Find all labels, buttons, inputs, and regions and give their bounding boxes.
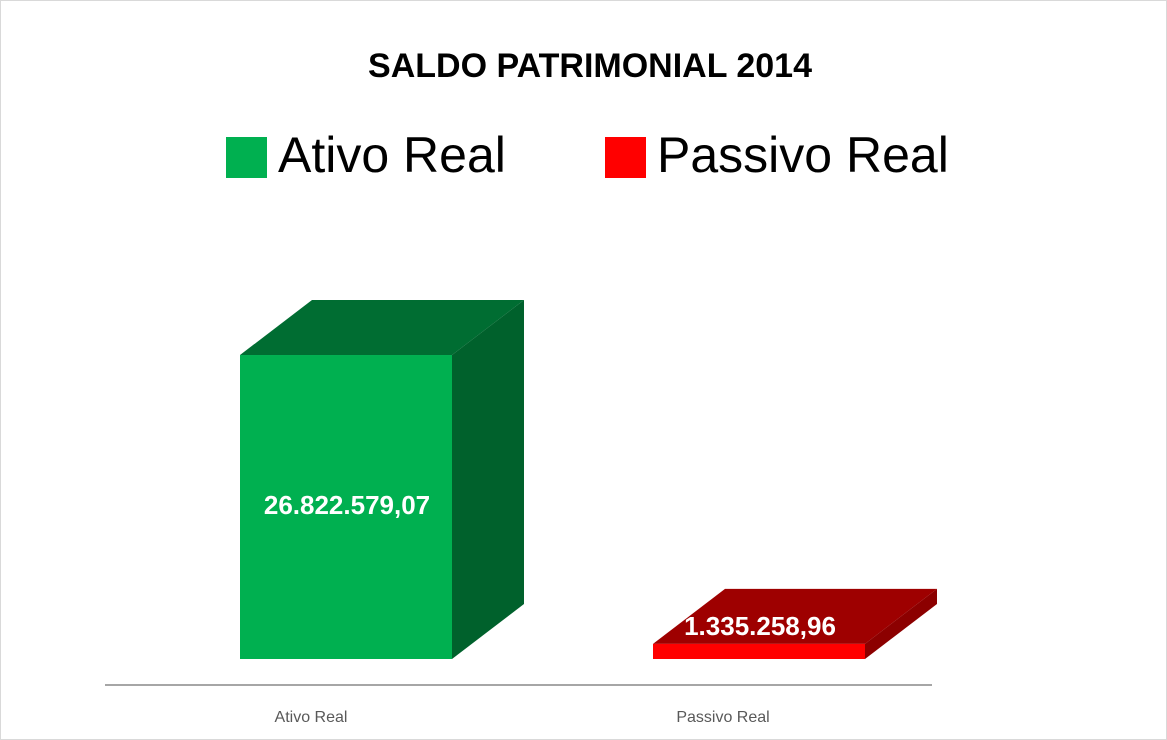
bar-top: [240, 300, 524, 356]
legend-swatch: [605, 137, 646, 178]
x-tick-label: Passivo Real: [676, 709, 769, 726]
bar: [653, 643, 865, 659]
legend-swatch: [226, 137, 267, 178]
bar-top: [653, 588, 937, 644]
value-label: 1.335.258,96: [684, 611, 836, 641]
bar-side: [452, 300, 524, 659]
chart-title: SALDO PATRIMONIAL 2014: [368, 47, 812, 85]
legend-label: Ativo Real: [278, 127, 506, 183]
bar: [240, 355, 452, 659]
bar-side: [865, 588, 937, 659]
value-label: 26.822.579,07: [264, 490, 430, 520]
x-tick-label: Ativo Real: [275, 709, 348, 726]
legend-label: Passivo Real: [657, 127, 949, 183]
